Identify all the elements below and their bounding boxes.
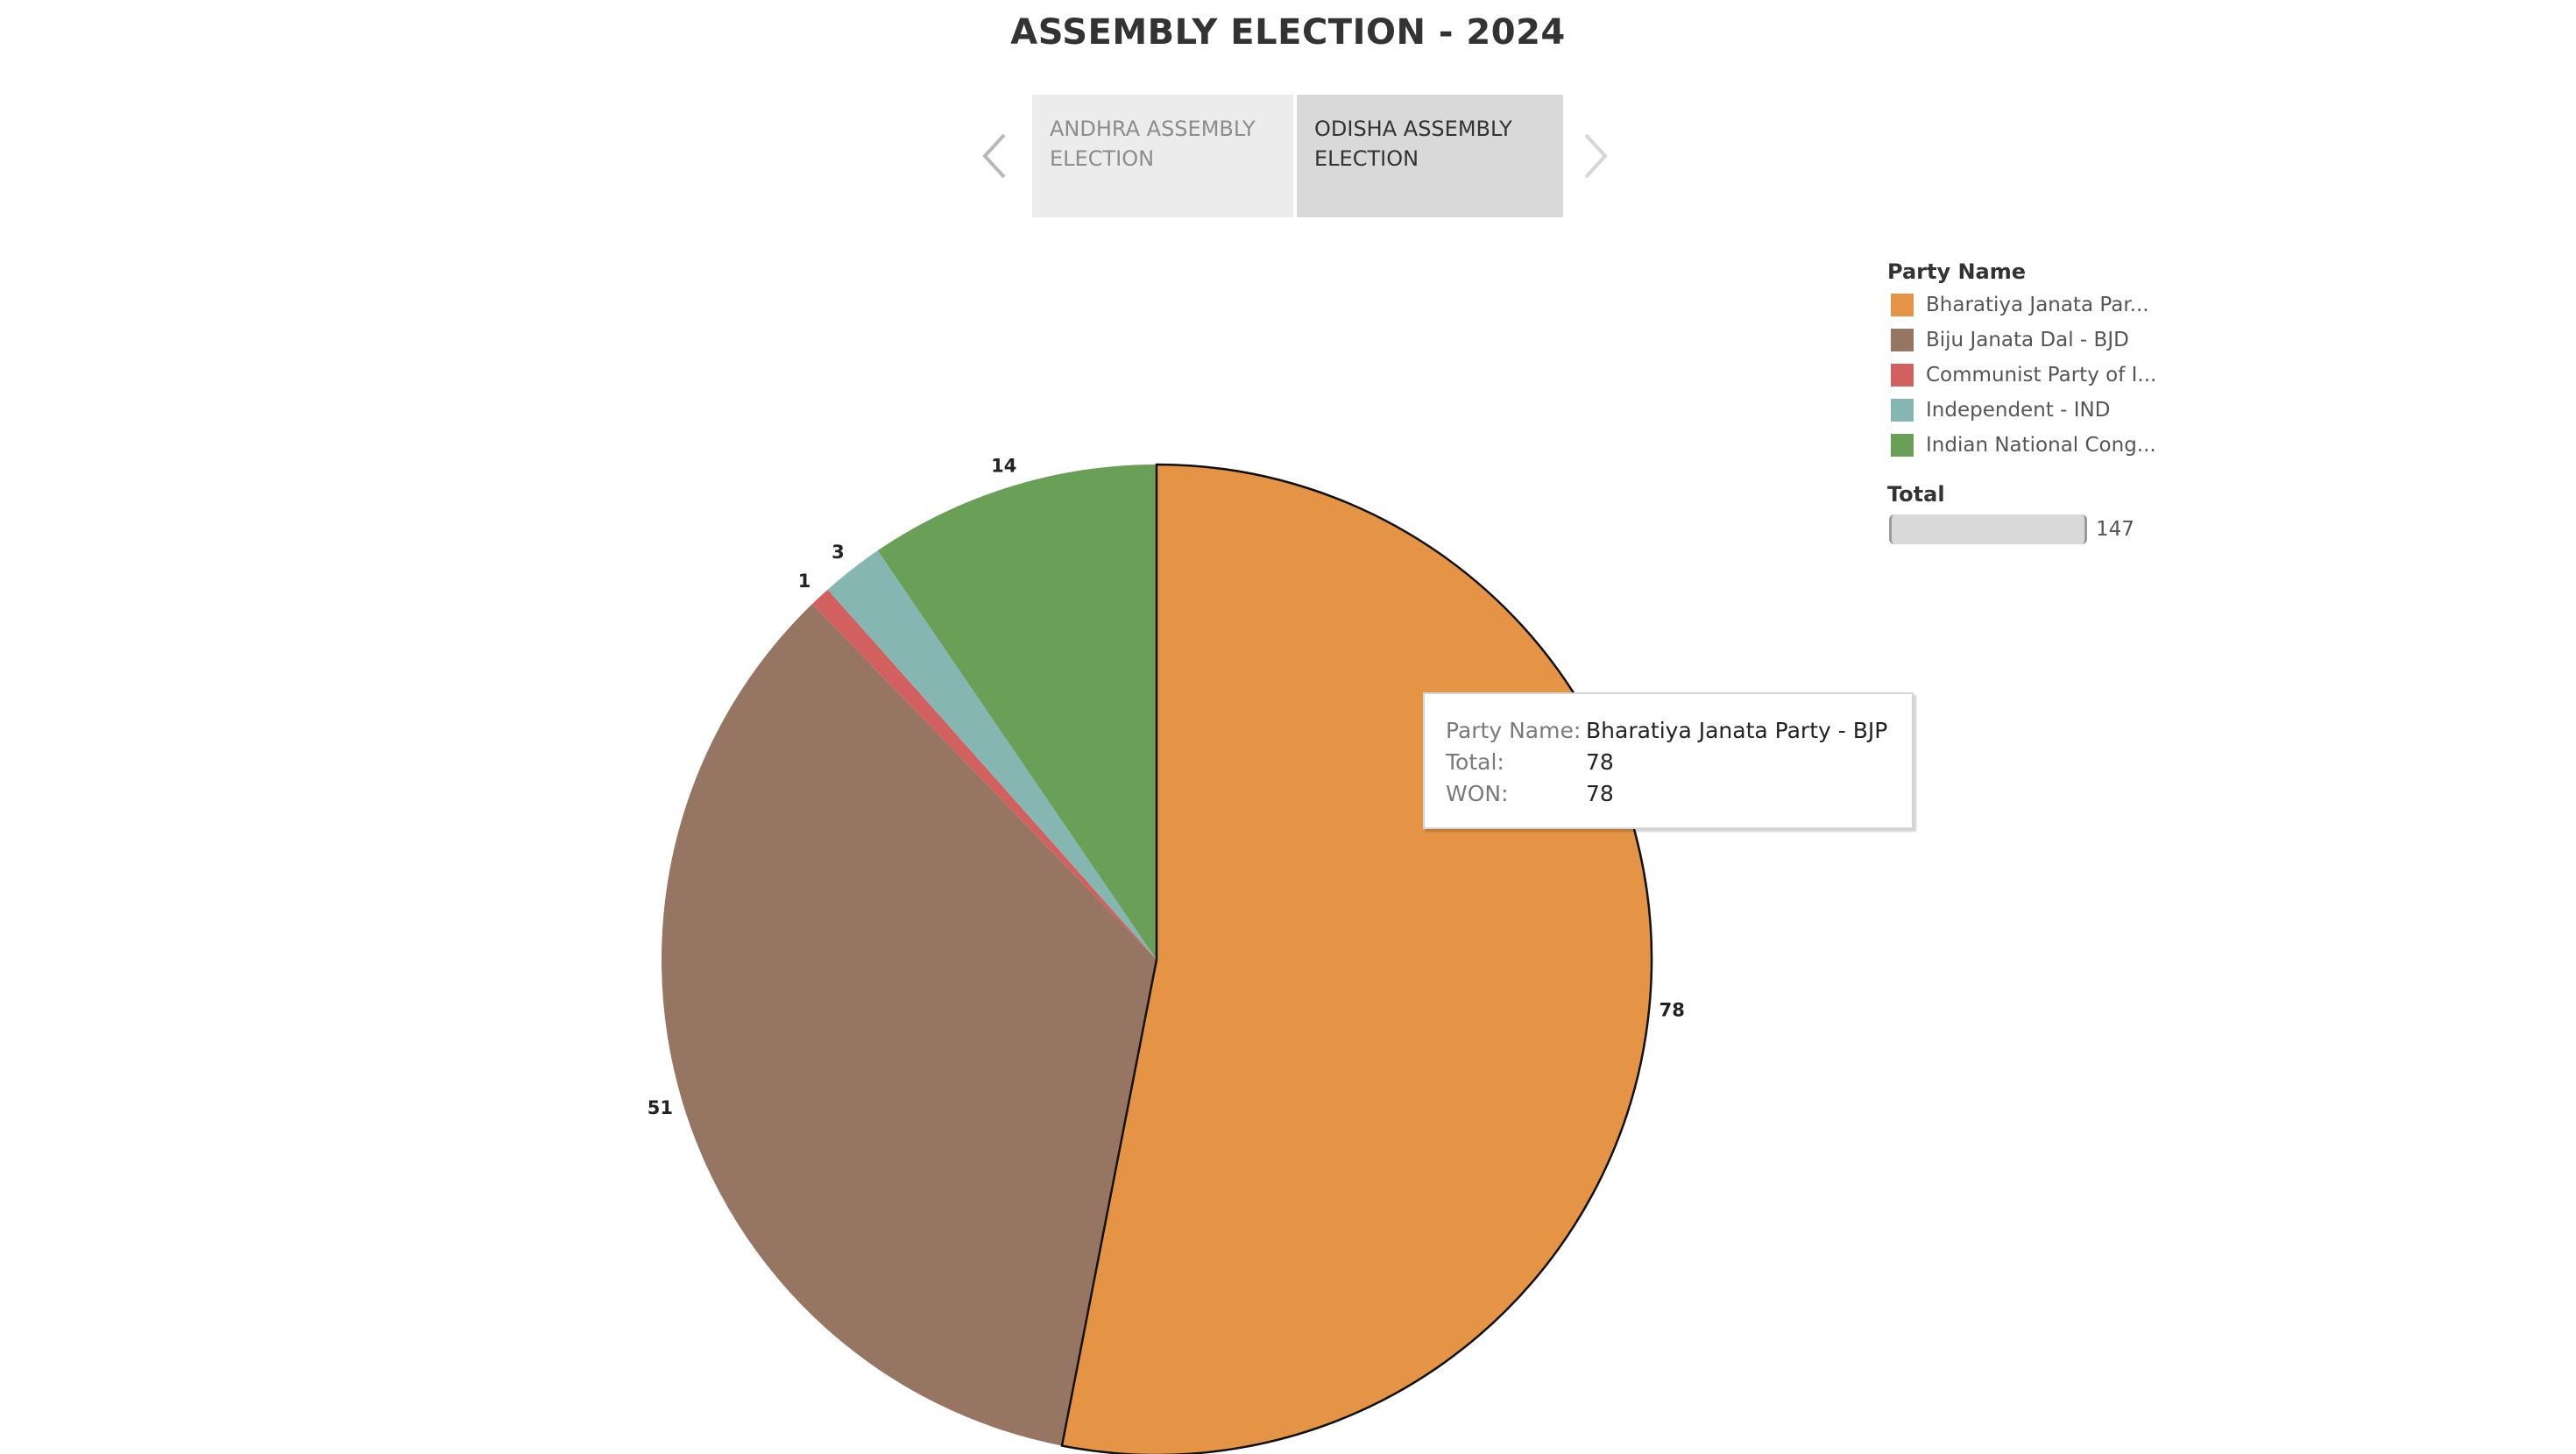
legend-label: Bharatiya Janata Par... (1926, 294, 2149, 316)
legend-label: Biju Janata Dal - BJD (1926, 329, 2129, 351)
tooltip-value: 78 (1586, 781, 1614, 806)
legend-label: Communist Party of I... (1926, 364, 2157, 387)
pie-data-label: 1 (798, 571, 811, 592)
legend-title: Party Name (1887, 259, 2027, 284)
tooltip-value: Bharatiya Janata Party - BJP (1586, 718, 1888, 743)
tooltip-key: WON: (1446, 781, 1509, 806)
tab-andhra-assembly-election[interactable]: ANDHRA ASSEMBLY ELECTION (1032, 95, 1293, 217)
pie-slice-2[interactable] (811, 589, 1157, 960)
tooltip-value: 78 (1586, 749, 1614, 775)
size-legend-title: Total (1887, 482, 1945, 507)
legend-swatch (1891, 399, 1914, 422)
tab-label: ODISHA ASSEMBLY ELECTION (1314, 117, 1512, 171)
tooltip-key: Total: (1446, 749, 1504, 775)
tooltip-key: Party Name: (1446, 718, 1582, 743)
pie-slice-3[interactable] (827, 550, 1157, 960)
page-title: ASSEMBLY ELECTION - 2024 (1010, 12, 1566, 53)
legend-swatch (1891, 294, 1914, 316)
tooltip-row: Total: 78 (1446, 747, 1891, 778)
pie-data-label: 78 (1660, 1000, 1685, 1021)
size-legend-bar (1889, 514, 2087, 544)
legend-item-communist[interactable]: Communist Party of I... (1887, 358, 2176, 393)
tab-odisha-assembly-election[interactable]: ODISHA ASSEMBLY ELECTION (1297, 95, 1563, 217)
legend-swatch (1891, 329, 1914, 351)
tab-label: ANDHRA ASSEMBLY ELECTION (1050, 117, 1256, 171)
tooltip: Party Name: Bharatiya Janata Party - BJP… (1423, 692, 1914, 829)
pie-data-label: 51 (648, 1097, 673, 1118)
legend-swatch (1891, 434, 1914, 457)
pie-slice-1[interactable] (662, 604, 1157, 1446)
legend-label: Indian National Cong... (1926, 434, 2156, 457)
size-legend-value: 147 (2096, 518, 2134, 541)
pie-data-label: 3 (832, 542, 845, 563)
pie-data-label: 14 (991, 455, 1016, 476)
legend-item-bjd[interactable]: Biju Janata Dal - BJD (1887, 323, 2176, 358)
chevron-left-icon[interactable] (978, 130, 1013, 182)
pie-slice-4[interactable] (877, 465, 1157, 960)
legend-item-inc[interactable]: Indian National Cong... (1887, 428, 2176, 463)
size-legend: 147 (1887, 510, 2176, 549)
legend-label: Independent - IND (1926, 399, 2111, 422)
legend-swatch (1891, 364, 1914, 387)
legend-item-independent[interactable]: Independent - IND (1887, 393, 2176, 428)
chevron-right-icon[interactable] (1577, 130, 1612, 182)
legend: Party Name Bharatiya Janata Par... Biju … (1887, 256, 2176, 549)
legend-item-bjp[interactable]: Bharatiya Janata Par... (1887, 287, 2176, 323)
tooltip-row: WON: 78 (1446, 778, 1891, 810)
tooltip-row: Party Name: Bharatiya Janata Party - BJP (1446, 715, 1891, 747)
